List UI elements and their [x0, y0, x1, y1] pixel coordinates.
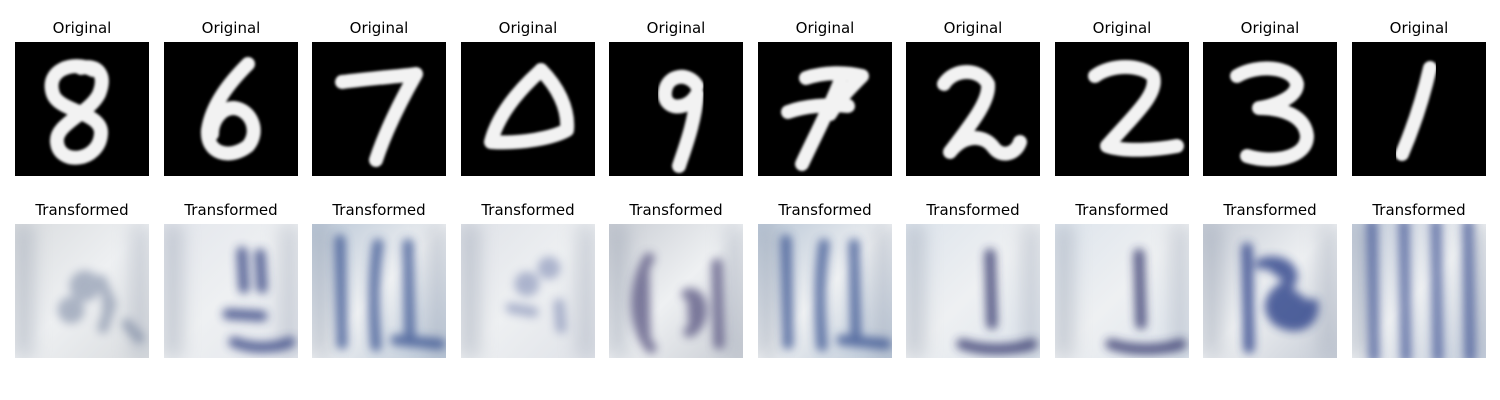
transformed-image: [164, 224, 298, 358]
transformed-image: [15, 224, 149, 358]
digit-image: [1055, 42, 1189, 176]
digit-image: [1203, 42, 1337, 176]
transformed-image: [906, 224, 1040, 358]
panel-title: Transformed: [778, 201, 872, 219]
transformed-image: [1055, 224, 1189, 358]
panel-title: Transformed: [332, 201, 426, 219]
panel-title: Transformed: [481, 201, 575, 219]
transformed-image: [461, 224, 595, 358]
panel-title: Original: [349, 19, 409, 37]
panel-title: Transformed: [926, 201, 1020, 219]
panel-title: Original: [646, 19, 706, 37]
panel-title: Original: [1389, 19, 1449, 37]
panel-title: Original: [498, 19, 558, 37]
panel-title: Transformed: [629, 201, 723, 219]
panel-title: Original: [943, 19, 1003, 37]
digit-image: [1352, 42, 1486, 176]
panel-title: Original: [1240, 19, 1300, 37]
transformed-image: [1352, 224, 1486, 358]
panel-title: Transformed: [1223, 201, 1317, 219]
panel-title: Original: [795, 19, 855, 37]
panel-title: Transformed: [184, 201, 278, 219]
digit-image: [609, 42, 743, 176]
transformed-image: [312, 224, 446, 358]
panel-title: Transformed: [1075, 201, 1169, 219]
digit-image: [461, 42, 595, 176]
panel-title: Transformed: [35, 201, 129, 219]
transformed-image: [1203, 224, 1337, 358]
panel-title: Original: [1092, 19, 1152, 37]
transformed-image: [758, 224, 892, 358]
transformed-image: [609, 224, 743, 358]
panel-title: Original: [201, 19, 261, 37]
digit-image: [15, 42, 149, 176]
panel-title: Transformed: [1372, 201, 1466, 219]
digit-image: [164, 42, 298, 176]
digit-image: [312, 42, 446, 176]
digit-image: [906, 42, 1040, 176]
digit-image: [758, 42, 892, 176]
panel-title: Original: [52, 19, 112, 37]
